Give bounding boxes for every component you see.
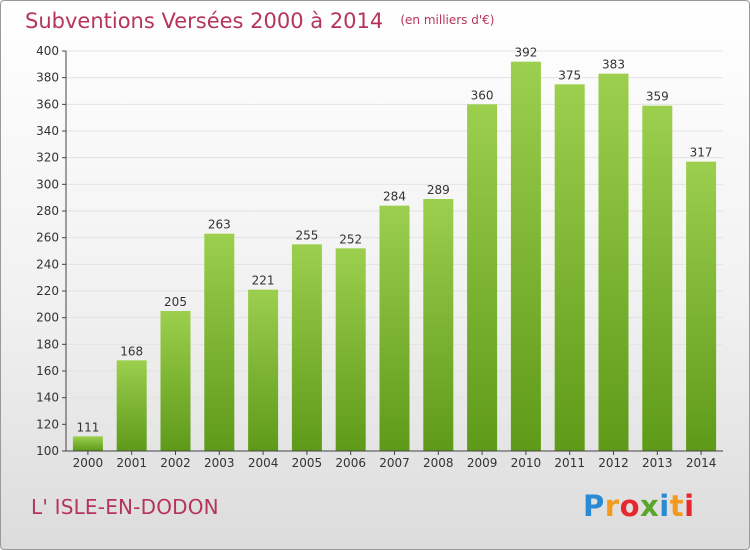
bar	[379, 205, 410, 451]
data-label: 317	[690, 146, 713, 160]
x-tick-label: 2007	[379, 456, 410, 470]
data-label: 392	[514, 46, 537, 60]
chart-title-block: Subventions Versées 2000 à 2014 (en mill…	[25, 9, 494, 33]
bar	[335, 248, 366, 451]
data-label: 111	[76, 420, 99, 434]
x-tick-label: 2010	[511, 456, 542, 470]
x-tick-label: 2003	[204, 456, 235, 470]
y-tick-label: 240	[36, 257, 59, 271]
data-label: 289	[427, 183, 450, 197]
bar	[510, 61, 541, 452]
bar	[467, 104, 498, 451]
logo-letter: P	[583, 489, 605, 523]
bar	[423, 199, 454, 451]
x-tick-label: 2000	[73, 456, 104, 470]
y-tick-label: 400	[36, 44, 59, 58]
y-tick-label: 100	[36, 444, 59, 458]
x-tick-label: 2002	[160, 456, 191, 470]
bar	[204, 233, 235, 451]
y-tick-label: 300	[36, 177, 59, 191]
data-label: 284	[383, 190, 406, 204]
logo-letter: x	[640, 489, 660, 523]
bar	[291, 244, 322, 451]
x-tick-label: 2011	[554, 456, 585, 470]
bar	[642, 105, 673, 452]
data-label: 263	[208, 218, 231, 232]
x-tick-label: 2014	[686, 456, 717, 470]
logo-letter: o	[619, 489, 641, 523]
data-label: 205	[164, 295, 187, 309]
x-tick-label: 2012	[598, 456, 629, 470]
x-tick-label: 2001	[116, 456, 147, 470]
x-tick-label: 2005	[292, 456, 323, 470]
bar	[598, 73, 629, 452]
bar	[248, 289, 279, 451]
bar	[116, 360, 147, 451]
chart-title: Subventions Versées 2000 à 2014	[25, 9, 384, 33]
logo-letter: i	[684, 489, 695, 523]
y-tick-label: 120	[36, 417, 59, 431]
y-tick-label: 380	[36, 71, 59, 85]
y-tick-label: 360	[36, 97, 59, 111]
y-tick-label: 160	[36, 364, 59, 378]
logo-letter: r	[604, 489, 620, 523]
data-label: 255	[295, 228, 318, 242]
bar	[160, 311, 191, 451]
data-label: 359	[646, 90, 669, 104]
data-label: 252	[339, 232, 362, 246]
y-tick-label: 180	[36, 337, 59, 351]
y-tick-label: 320	[36, 151, 59, 165]
x-tick-label: 2013	[642, 456, 673, 470]
bar	[72, 436, 103, 451]
y-tick-label: 140	[36, 391, 59, 405]
data-label: 360	[471, 88, 494, 102]
x-tick-label: 2009	[467, 456, 498, 470]
data-label: 221	[252, 274, 275, 288]
x-tick-label: 2008	[423, 456, 454, 470]
bar	[686, 161, 717, 451]
y-tick-label: 280	[36, 204, 59, 218]
data-label: 383	[602, 58, 625, 72]
x-tick-label: 2004	[248, 456, 279, 470]
y-tick-label: 260	[36, 231, 59, 245]
y-tick-label: 200	[36, 311, 59, 325]
y-tick-label: 340	[36, 124, 59, 138]
data-label: 375	[558, 68, 581, 82]
bar	[554, 84, 585, 451]
y-tick-label: 220	[36, 284, 59, 298]
data-label: 168	[120, 344, 143, 358]
proxiti-logo: Proxiti	[583, 489, 695, 523]
logo-letter: t	[669, 489, 685, 523]
commune-name: L' ISLE-EN-DODON	[31, 495, 219, 519]
logo-letter: i	[659, 489, 670, 523]
chart-subtitle: (en milliers d'€)	[400, 13, 495, 27]
x-tick-label: 2006	[335, 456, 366, 470]
